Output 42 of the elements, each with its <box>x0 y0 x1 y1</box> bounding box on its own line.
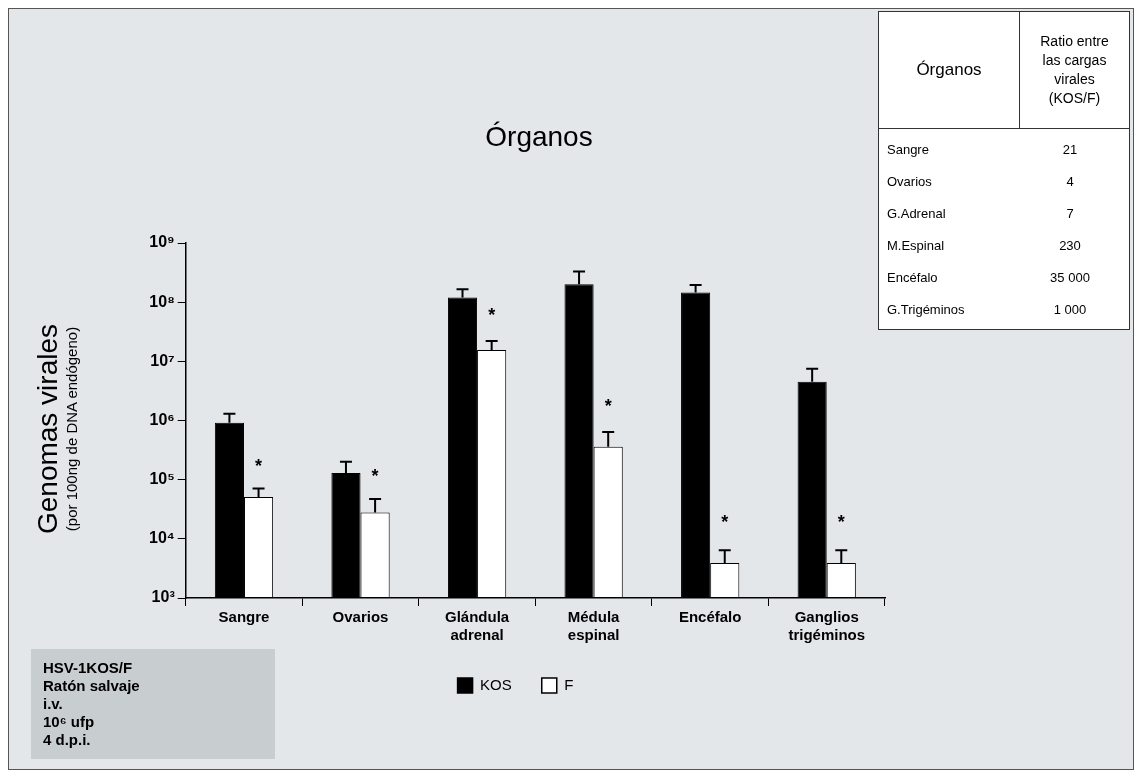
text: 21 <box>1062 141 1078 157</box>
text: 10⁶ ufp <box>43 713 96 731</box>
annotation: * <box>604 395 612 416</box>
text: 4 <box>1066 173 1074 189</box>
y-tick-label: 10⁷ <box>150 351 175 369</box>
y-tick-label: 10⁵ <box>149 470 175 488</box>
y-tick-label: 10⁸ <box>149 292 175 310</box>
annotation: * <box>371 465 379 486</box>
x-tick-label: Encéfalo <box>678 608 742 626</box>
text: 1 000 <box>1053 301 1087 317</box>
text: Órganos <box>879 12 1020 128</box>
annotation: * <box>488 305 496 326</box>
legend-label: F <box>564 675 574 693</box>
legend-label: KOS <box>480 675 512 693</box>
text: HSV-1KOS/F <box>43 659 134 677</box>
y-axis-title: Genomas virales (por 100ng de DNA endógeno) <box>32 323 81 535</box>
text: 4 d.p.i. <box>43 731 92 749</box>
category-label: Encéfalo <box>887 269 939 285</box>
chart-title: Órganos <box>484 121 594 153</box>
y-tick-label: 10⁶ <box>149 410 175 428</box>
x-tick-label: Ganglios trigéminos <box>788 608 866 644</box>
category-label: G.Trigéminos <box>887 301 966 317</box>
category-label: Ovarios <box>887 173 933 189</box>
text: Ratón salvaje <box>43 677 141 695</box>
category-label: Sangre <box>887 141 930 157</box>
text: 7 <box>1066 205 1074 221</box>
text: Ratio entre las cargas virales (KOS/F) <box>1039 32 1110 108</box>
y-tick-label: 10⁹ <box>149 233 175 251</box>
y-tick-label: 10⁴ <box>148 529 175 547</box>
text: 35 000 <box>1050 269 1090 285</box>
y-tick-label: 10³ <box>151 588 175 606</box>
text: 230 <box>1059 237 1081 253</box>
category-label: G.Adrenal <box>887 205 947 221</box>
annotation: * <box>837 511 845 532</box>
text: i.v. <box>43 695 64 713</box>
annotation: * <box>721 511 729 532</box>
annotation: * <box>255 456 263 477</box>
x-tick-label: Ovarios <box>332 608 389 626</box>
x-tick-label: Médula espinal <box>567 608 621 644</box>
x-tick-label: Glándula adrenal <box>444 608 510 644</box>
x-tick-label: Sangre <box>218 608 270 626</box>
category-label: M.Espinal <box>887 237 946 253</box>
